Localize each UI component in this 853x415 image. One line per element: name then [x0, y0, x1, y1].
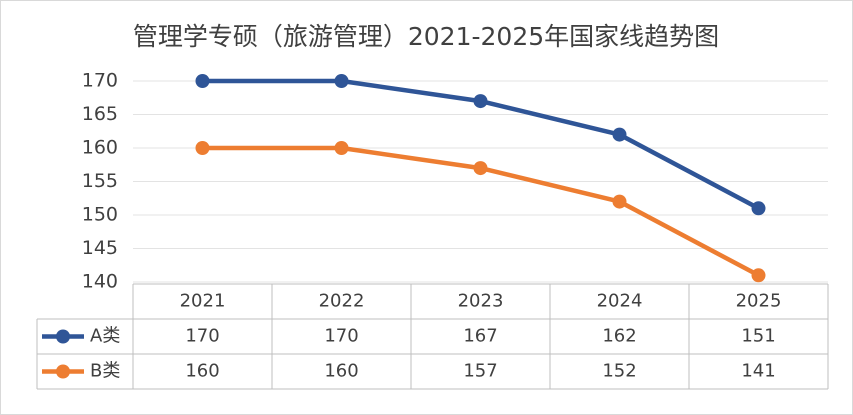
legend-marker — [56, 329, 70, 344]
y-tick-label: 155 — [82, 170, 118, 192]
x-tick-label: 2023 — [458, 291, 504, 312]
table-value: 167 — [463, 326, 497, 347]
x-tick-label: 2024 — [597, 291, 643, 312]
table-value: 160 — [185, 361, 219, 382]
point — [473, 161, 488, 176]
y-tick-label: 165 — [82, 103, 118, 125]
legend-marker — [56, 364, 70, 379]
chart-title: 管理学专硕（旅游管理）2021-2025年国家线趋势图 — [133, 22, 719, 51]
y-tick-label: 150 — [82, 204, 118, 226]
point — [473, 94, 488, 109]
y-tick-label: 170 — [82, 70, 118, 92]
y-tick-label: 140 — [82, 271, 118, 293]
table-value: 160 — [324, 361, 358, 382]
x-tick-label: 2025 — [736, 291, 782, 312]
table-value: 152 — [602, 361, 636, 382]
table-value: 170 — [324, 326, 358, 347]
legend-label: A类 — [90, 326, 120, 347]
point — [334, 141, 349, 155]
y-tick-label: 145 — [82, 237, 118, 259]
table-value: 157 — [463, 361, 497, 382]
point — [195, 141, 210, 155]
table-value: 162 — [602, 326, 636, 347]
x-tick-label: 2021 — [180, 291, 226, 312]
table-value: 141 — [741, 361, 775, 382]
point — [334, 74, 349, 88]
point — [751, 201, 766, 216]
point — [612, 127, 627, 142]
point — [612, 194, 627, 209]
x-tick-label: 2022 — [319, 291, 365, 312]
table-value: 170 — [185, 326, 219, 347]
table-value: 151 — [741, 326, 775, 347]
legend-label: B类 — [90, 361, 120, 382]
y-tick-label: 160 — [82, 137, 118, 159]
point — [751, 268, 766, 283]
point — [195, 74, 210, 88]
